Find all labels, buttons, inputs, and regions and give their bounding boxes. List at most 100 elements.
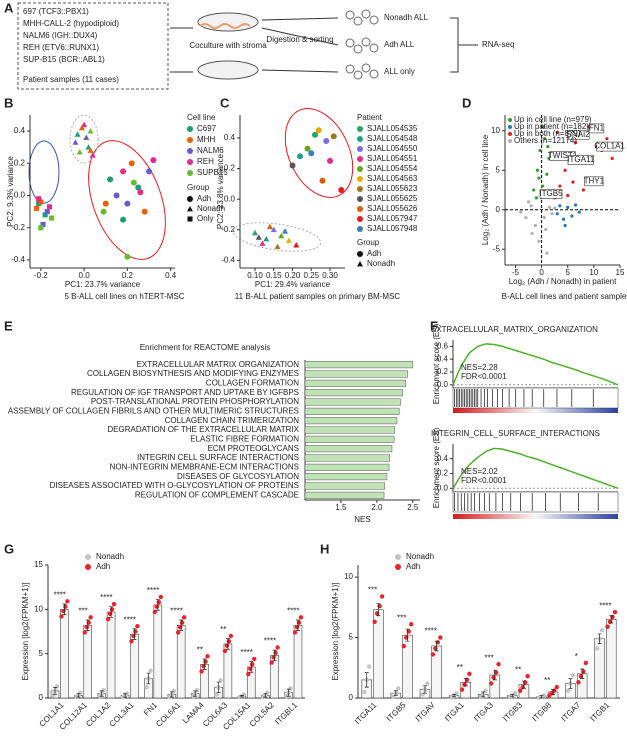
rank-gradient [453, 408, 618, 519]
legend-label: Nonadh [96, 552, 124, 561]
legend-label: C697 [197, 124, 217, 133]
legend-marker [508, 139, 512, 143]
fdr: FDR<0.0001 [461, 372, 507, 381]
point [327, 157, 333, 164]
point [107, 176, 114, 183]
point [267, 223, 273, 230]
legend-title: Cell line [187, 113, 216, 122]
error-bar [551, 689, 556, 695]
legend-label: SJALL054554 [367, 164, 418, 173]
point [194, 687, 200, 693]
error-bar [123, 693, 128, 698]
point [537, 176, 541, 180]
significance: ** [220, 625, 226, 634]
error-bar [216, 681, 221, 694]
point [40, 221, 46, 228]
point [605, 624, 610, 629]
point [570, 214, 574, 218]
significance: **** [425, 627, 437, 636]
error-bar [492, 669, 497, 681]
cluster-ellipse [69, 114, 99, 164]
bar [304, 473, 388, 481]
annotation-box [567, 155, 594, 165]
point [228, 633, 234, 639]
point [558, 204, 562, 208]
significance: ** [457, 663, 463, 672]
point [263, 235, 270, 242]
point [555, 130, 559, 134]
y-tick-label: 0 [39, 693, 44, 702]
point [203, 659, 208, 664]
point [282, 228, 288, 234]
point [248, 666, 253, 671]
panel-label: B [4, 95, 13, 110]
legend-label: Up in both (n=879) [514, 129, 581, 138]
legend-label: SJALL055625 [367, 194, 418, 203]
point [199, 669, 204, 674]
legend-marker [395, 564, 401, 570]
y-tick-label: 0.4 [224, 133, 236, 142]
point [296, 620, 302, 625]
point [61, 608, 66, 614]
legend-marker [187, 196, 193, 202]
error-bar [286, 688, 291, 697]
legend-marker [357, 176, 363, 182]
legend-label: REH [197, 157, 214, 166]
point [65, 599, 70, 604]
error-bar [539, 695, 544, 699]
point [338, 186, 345, 193]
x-tick-label: ITGA3 [472, 700, 495, 723]
y-tick-label: -0.2 [221, 225, 235, 234]
caption: 5 B-ALL cell lines on hTERT-MSC [64, 292, 184, 301]
bar [304, 454, 391, 462]
annotation: SNAI2 [567, 130, 591, 139]
point [156, 600, 162, 605]
point [547, 205, 552, 209]
point [599, 628, 605, 633]
error-bar [272, 649, 277, 662]
point [87, 147, 94, 153]
point [78, 690, 83, 695]
y-tick-label: 0.4 [437, 454, 449, 463]
error-bar [422, 685, 427, 694]
bar [606, 619, 617, 699]
point [396, 686, 401, 691]
point [532, 188, 536, 192]
point [54, 684, 60, 689]
point [131, 633, 136, 639]
point [545, 172, 549, 176]
x-tick-label: 0.4 [165, 271, 177, 280]
legend-marker [357, 216, 363, 222]
point [610, 156, 614, 161]
point [177, 624, 183, 630]
point [252, 656, 257, 662]
category-label: ASSEMBLY OF COLLAGEN FIBRILS AND OTHER M… [8, 406, 299, 415]
x-tick-label: ITGB1 [589, 700, 612, 723]
legend-label: Nonadh [406, 552, 434, 561]
bar [304, 426, 396, 434]
point [100, 208, 107, 215]
bar [304, 482, 386, 490]
point [130, 179, 137, 186]
point [541, 693, 547, 698]
point [181, 615, 187, 620]
x-tick-label: ITGB8 [530, 700, 553, 723]
legend-label: Adh [197, 194, 211, 203]
error-bar [155, 599, 160, 611]
chart-title: Enrichment for REACTOME analysis [140, 343, 271, 352]
point [124, 253, 131, 260]
error-bar [132, 628, 137, 640]
annotation-box [588, 123, 605, 134]
point [120, 168, 127, 175]
y-axis-label: Enrichment score (ES) [432, 323, 441, 404]
point [84, 624, 89, 630]
point [558, 184, 562, 188]
point [555, 212, 559, 216]
point [259, 240, 266, 246]
bar [293, 624, 303, 699]
legend-marker [508, 125, 512, 129]
x-tick-label: COL3A1 [108, 700, 136, 728]
x-tick-label: ITGA1 [443, 700, 466, 723]
point [74, 131, 81, 137]
point [566, 205, 570, 209]
